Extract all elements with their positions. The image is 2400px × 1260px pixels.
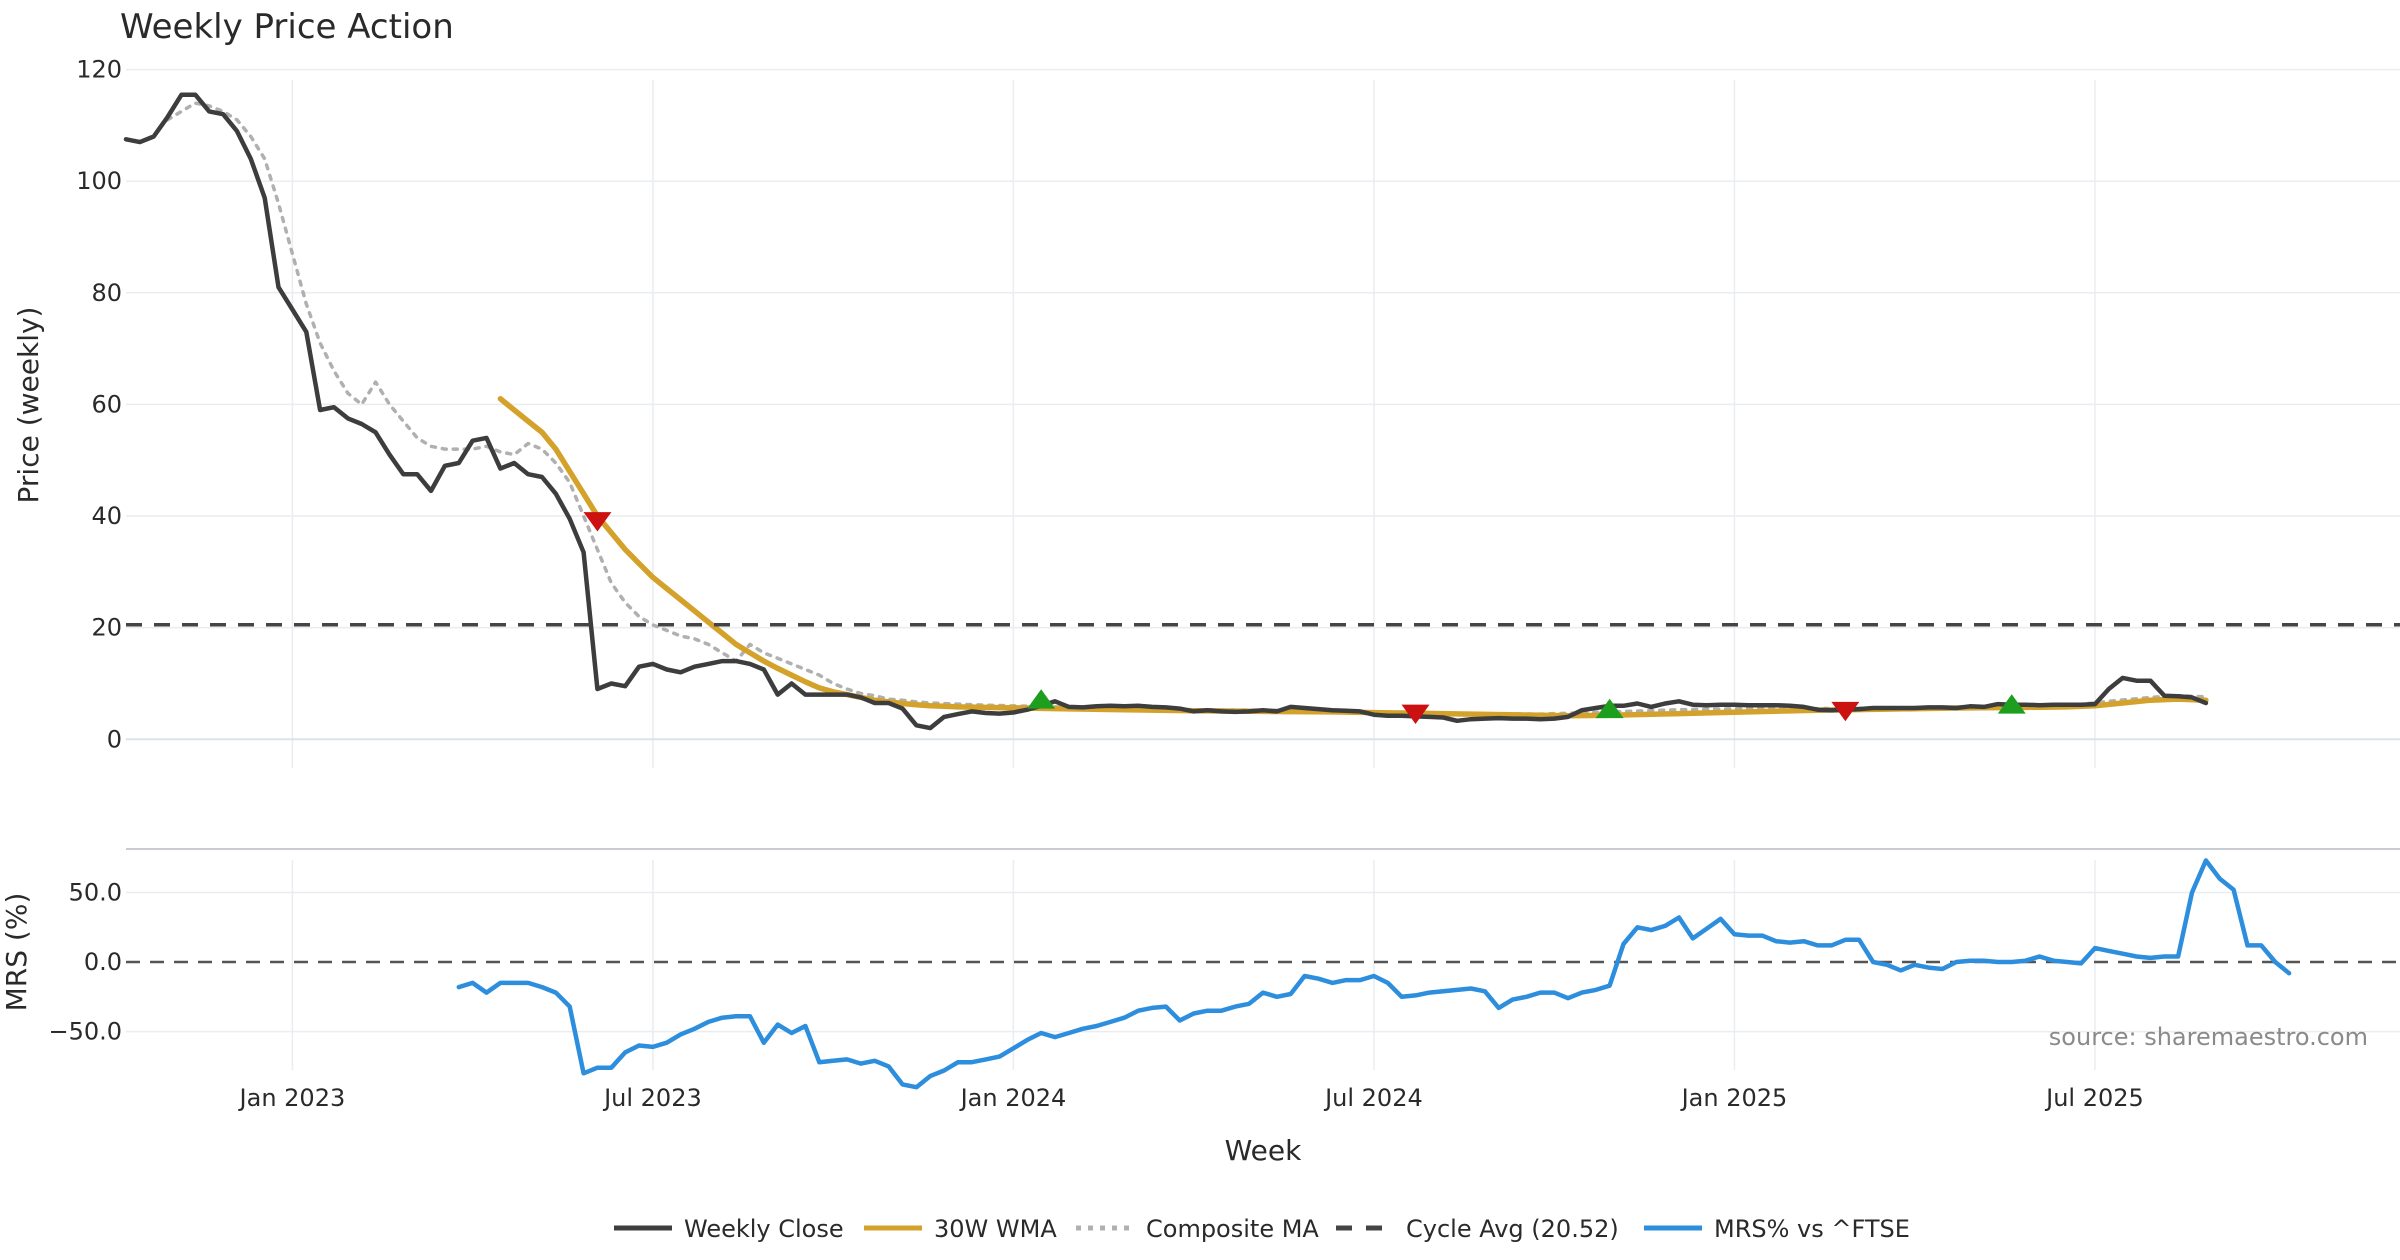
price-gridlines <box>126 68 2400 768</box>
x-tick-2: Jan 2024 <box>959 1084 1067 1112</box>
price-y-tick-6: 120 <box>76 56 122 84</box>
mrs-series <box>126 858 2400 1090</box>
sell-signal-marker-2 <box>1401 704 1430 724</box>
price-y-tick-5: 100 <box>76 167 122 195</box>
legend-label-1: 30W WMA <box>934 1215 1057 1243</box>
price-y-ticks: 0 20 40 60 80 100 120 <box>76 56 122 754</box>
series-composite-ma <box>165 101 2208 716</box>
price-y-tick-2: 40 <box>91 502 122 530</box>
x-tick-0: Jan 2023 <box>238 1084 346 1112</box>
chart-title: Weekly Price Action <box>120 7 454 47</box>
source-note: source: sharemaestro.com <box>2049 1023 2368 1051</box>
legend-label-3: Cycle Avg (20.52) <box>1406 1215 1619 1243</box>
buy-signal-marker-1 <box>1027 689 1056 709</box>
x-tick-3: Jul 2024 <box>1323 1084 1423 1112</box>
x-axis-ticks: Jan 2023 Jul 2023 Jan 2024 Jul 2024 Jan 2025… <box>238 1084 2144 1112</box>
price-y-tick-3: 60 <box>91 390 122 418</box>
price-series <box>123 92 2400 731</box>
price-y-tick-1: 20 <box>91 614 122 642</box>
legend: Weekly Close 30W WMA Composite MA Cycle Avg… <box>614 1215 1910 1243</box>
legend-label-4: MRS% vs ^FTSE <box>1714 1215 1910 1243</box>
x-axis-title: Week <box>1225 1134 1302 1167</box>
price-y-tick-0: 0 <box>107 725 122 753</box>
mrs-y-axis-title: MRS (%) <box>0 893 33 1012</box>
series-mrs-vs-ftse <box>456 858 2292 1090</box>
sell-signal-marker-0 <box>583 512 612 532</box>
x-tick-4: Jan 2025 <box>1680 1084 1788 1112</box>
price-y-axis-title: Price (weekly) <box>12 307 45 504</box>
sell-signal-marker-4 <box>1831 701 1860 722</box>
buy-signal-marker-3 <box>1595 698 1624 719</box>
series-weekly-close <box>123 92 2209 731</box>
x-tick-5: Jul 2025 <box>2044 1084 2144 1112</box>
mrs-y-ticks: 50.0 0.0 −50.0 <box>48 879 122 1046</box>
price-y-tick-4: 80 <box>91 279 122 307</box>
buy-signal-marker-5 <box>1997 694 2026 714</box>
legend-label-0: Weekly Close <box>684 1215 844 1243</box>
mrs-gridlines <box>126 860 2400 1070</box>
mrs-y-tick-1: 0.0 <box>84 948 122 976</box>
mrs-y-tick-0: 50.0 <box>69 879 122 907</box>
legend-label-2: Composite MA <box>1146 1215 1319 1243</box>
mrs-y-tick-2: −50.0 <box>48 1018 122 1046</box>
x-tick-1: Jul 2023 <box>602 1084 702 1112</box>
